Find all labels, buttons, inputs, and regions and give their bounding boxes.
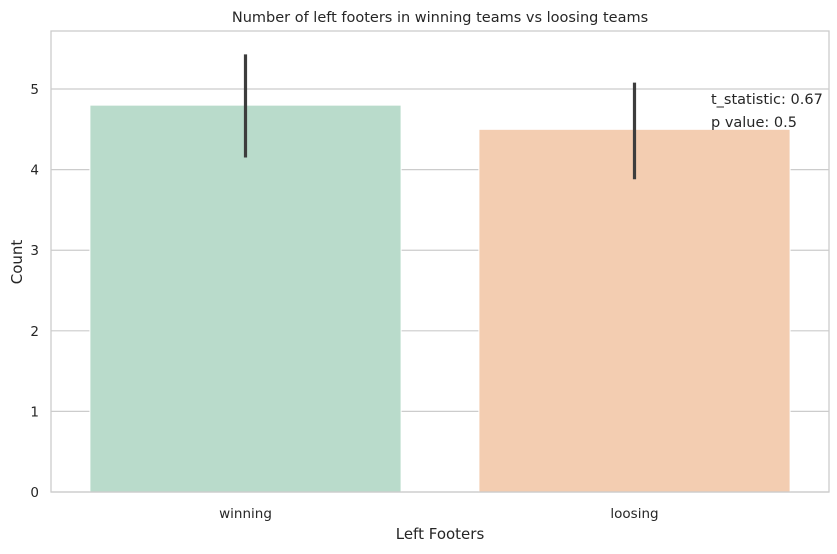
y-tick-label: 1 bbox=[30, 404, 39, 420]
p-value-annotation: p value: 0.5 bbox=[711, 115, 797, 131]
x-tick-label: winning bbox=[219, 506, 272, 522]
y-tick-label: 5 bbox=[30, 82, 39, 98]
y-tick-label: 2 bbox=[30, 324, 39, 340]
x-axis-label: Left Footers bbox=[396, 525, 485, 543]
t-statistic-annotation: t_statistic: 0.67 bbox=[711, 92, 823, 108]
x-tick-label: loosing bbox=[610, 506, 658, 522]
y-tick-label: 3 bbox=[30, 243, 39, 259]
chart-title: Number of left footers in winning teams … bbox=[232, 10, 648, 26]
bars bbox=[89, 104, 791, 493]
y-tick-label: 0 bbox=[30, 485, 39, 501]
x-tick-labels: winning loosing bbox=[219, 506, 658, 522]
plot-frame bbox=[50, 30, 830, 493]
y-axis-label: Count bbox=[8, 240, 26, 285]
error-bars bbox=[243, 54, 637, 180]
bar-winning bbox=[89, 104, 402, 493]
y-tick-labels: 0 1 2 3 4 5 bbox=[30, 82, 39, 501]
y-tick-label: 4 bbox=[30, 163, 39, 179]
bar-loosing bbox=[478, 128, 791, 493]
